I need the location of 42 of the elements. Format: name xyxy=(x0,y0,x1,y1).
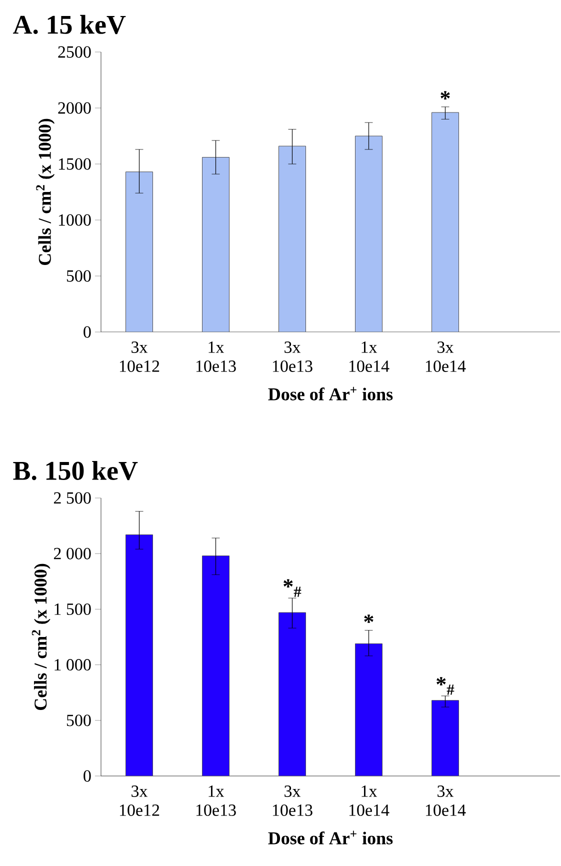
chart-title: A. 15 keV xyxy=(13,14,126,34)
y-tick-label: 500 xyxy=(66,714,91,726)
x-tick-label: 1x 10e14 xyxy=(349,786,390,816)
y-tick-label: 1500 xyxy=(58,158,91,170)
x-tick-label: 3x 10e14 xyxy=(426,342,466,372)
x-tick-label: 3x 10e14 xyxy=(426,786,466,816)
annotation: * xyxy=(364,614,374,623)
x-tick-label: 1x 10e13 xyxy=(196,786,236,816)
x-tick-label: 1x 10e13 xyxy=(196,342,236,372)
x-axis-title: Dose of Ar$^{+}$ ions xyxy=(268,386,393,400)
bar xyxy=(354,643,382,776)
y-tick-label: 0 xyxy=(84,770,91,782)
bar xyxy=(202,556,230,776)
y-tick-label: 500 xyxy=(66,270,91,282)
x-tick-label: 3x 10e12 xyxy=(120,342,160,372)
y-tick-label: 1 500 xyxy=(54,603,91,615)
y-axis-title: Cells / cm$^{2}$ (x 1000) xyxy=(36,118,55,265)
annotation: * xyxy=(440,91,450,100)
y-tick-label: 1 000 xyxy=(54,659,91,671)
bar xyxy=(278,612,306,776)
bar xyxy=(354,136,382,332)
y-tick-label: 2 000 xyxy=(54,548,91,560)
x-tick-label: 1x 10e14 xyxy=(349,342,390,372)
bar xyxy=(126,172,153,332)
bar xyxy=(278,146,306,332)
x-tick-label: 3x 10e13 xyxy=(272,342,312,372)
x-axis-title: Dose of Ar$^{+}$ ions xyxy=(268,830,393,844)
y-tick-label: 0 xyxy=(84,326,91,338)
annotation: *$_{#}$ xyxy=(436,677,454,695)
x-tick-label: 3x 10e13 xyxy=(272,786,312,816)
x-tick-label: 3x 10e12 xyxy=(120,786,160,816)
bar xyxy=(202,157,230,332)
annotation: *$_{#}$ xyxy=(284,579,302,597)
bar xyxy=(431,700,459,776)
bar xyxy=(126,534,153,776)
chart-title: B. 150 keV xyxy=(13,460,138,480)
y-tick-label: 2 500 xyxy=(54,492,91,504)
y-tick-label: 2000 xyxy=(58,102,91,114)
y-axis-title: Cells / cm$^{2}$ (x 1000) xyxy=(32,564,50,710)
y-tick-label: 1000 xyxy=(58,214,91,226)
bar xyxy=(431,112,459,332)
y-tick-label: 2500 xyxy=(58,46,91,58)
